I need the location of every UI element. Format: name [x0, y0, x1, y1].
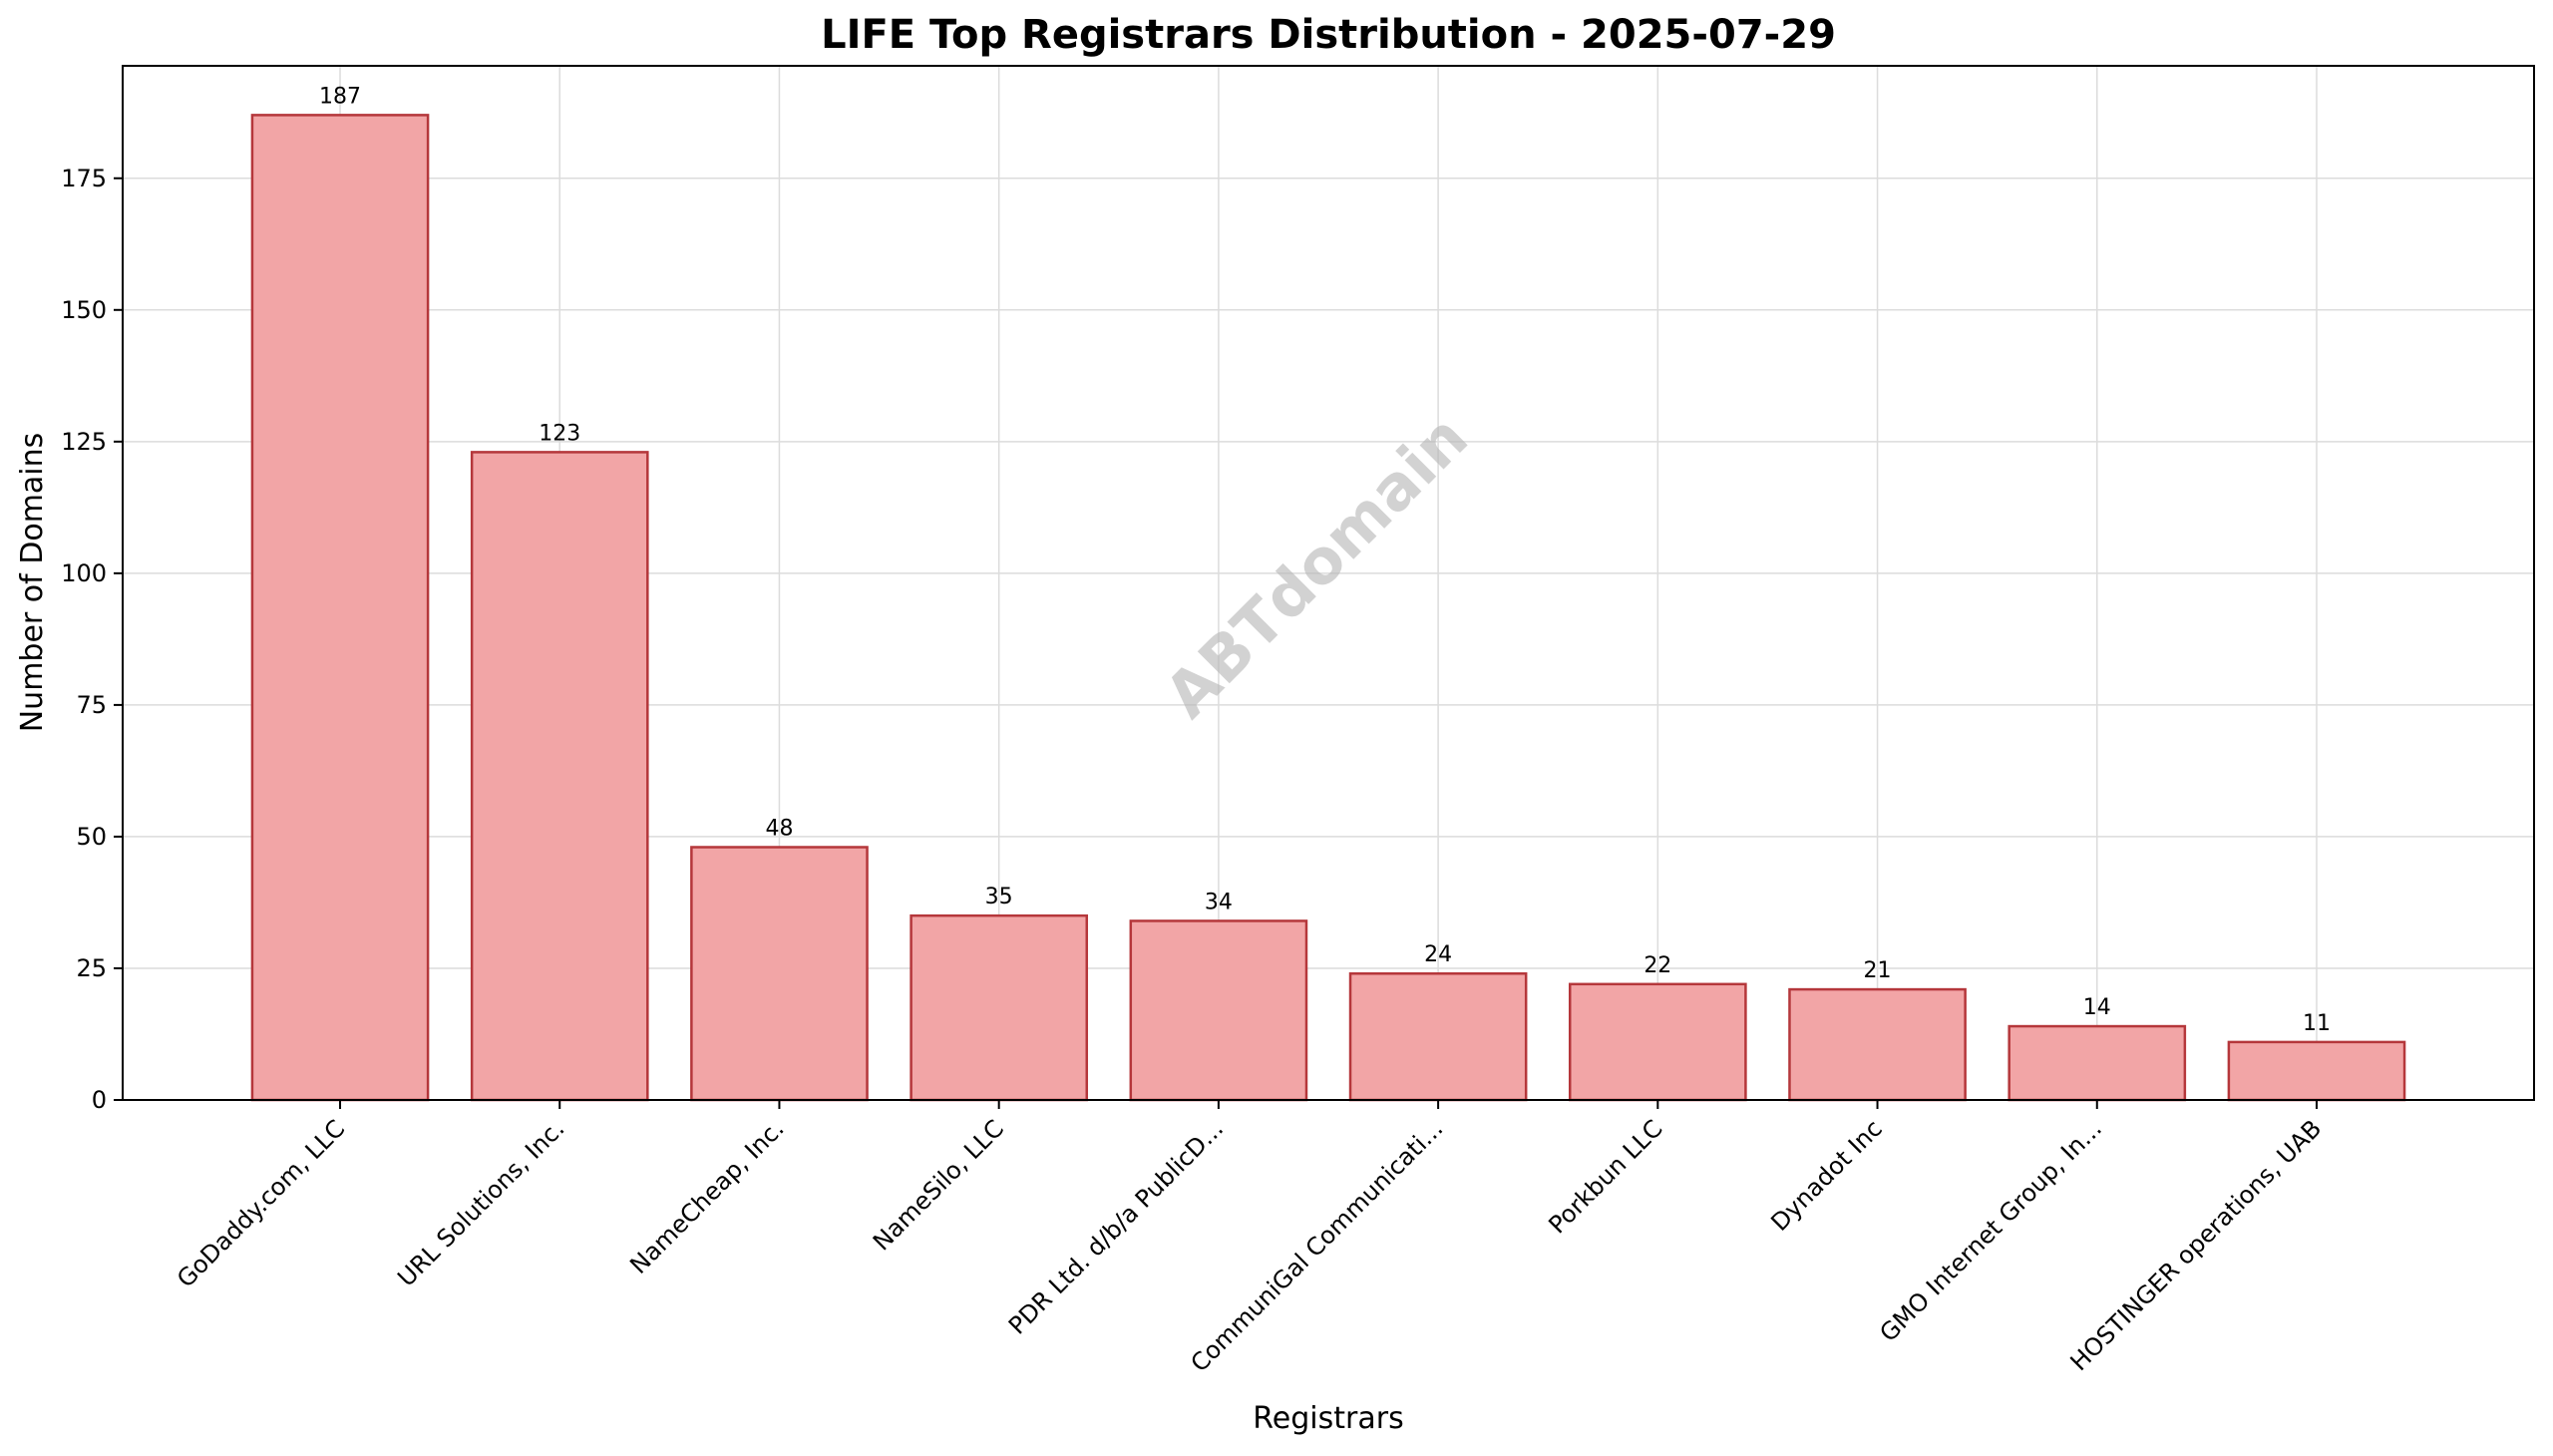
bar-value-label: 34 [1205, 890, 1233, 914]
bar [2227, 1040, 2406, 1102]
x-axis-label: Registrars [1253, 1401, 1403, 1436]
y-tick-label: 0 [92, 1086, 107, 1114]
bars [250, 114, 2406, 1102]
bar [1348, 971, 1528, 1102]
chart-title: LIFE Top Registrars Distribution - 2025-… [821, 12, 1836, 58]
bar-value-label: 21 [1864, 958, 1892, 983]
y-tick-label: 125 [61, 428, 107, 456]
bar [1788, 987, 1967, 1102]
bar-value-label: 48 [765, 816, 793, 841]
bar-value-label: 35 [985, 885, 1013, 910]
plot-frame [122, 65, 2535, 1101]
bar-value-label: 24 [1424, 942, 1452, 967]
bar [910, 913, 1089, 1102]
bar-value-label: 14 [2083, 995, 2111, 1020]
bar [690, 846, 869, 1102]
bar [1129, 919, 1308, 1102]
y-axis-label: Number of Domains [15, 433, 50, 733]
y-tick-label: 75 [76, 691, 107, 719]
y-tick-label: 50 [76, 823, 107, 851]
bar [250, 114, 430, 1102]
bar [470, 451, 649, 1102]
y-axis-ticks: 0 25 50 75 100 125 150 175 [61, 165, 123, 1114]
bar [1568, 982, 1747, 1102]
bar-value-label: 123 [539, 421, 580, 446]
bar-value-label: 187 [319, 84, 361, 109]
y-tick-label: 175 [61, 165, 107, 192]
y-tick-label: 150 [61, 296, 107, 324]
bar-value-label: 11 [2303, 1011, 2331, 1036]
y-tick-label: 25 [76, 954, 107, 982]
data-labels: 187 123 48 35 34 24 22 21 14 11 [319, 84, 2331, 1036]
bar-value-label: 22 [1643, 953, 1671, 978]
bar [2007, 1024, 2187, 1102]
y-tick-label: 100 [61, 559, 107, 587]
